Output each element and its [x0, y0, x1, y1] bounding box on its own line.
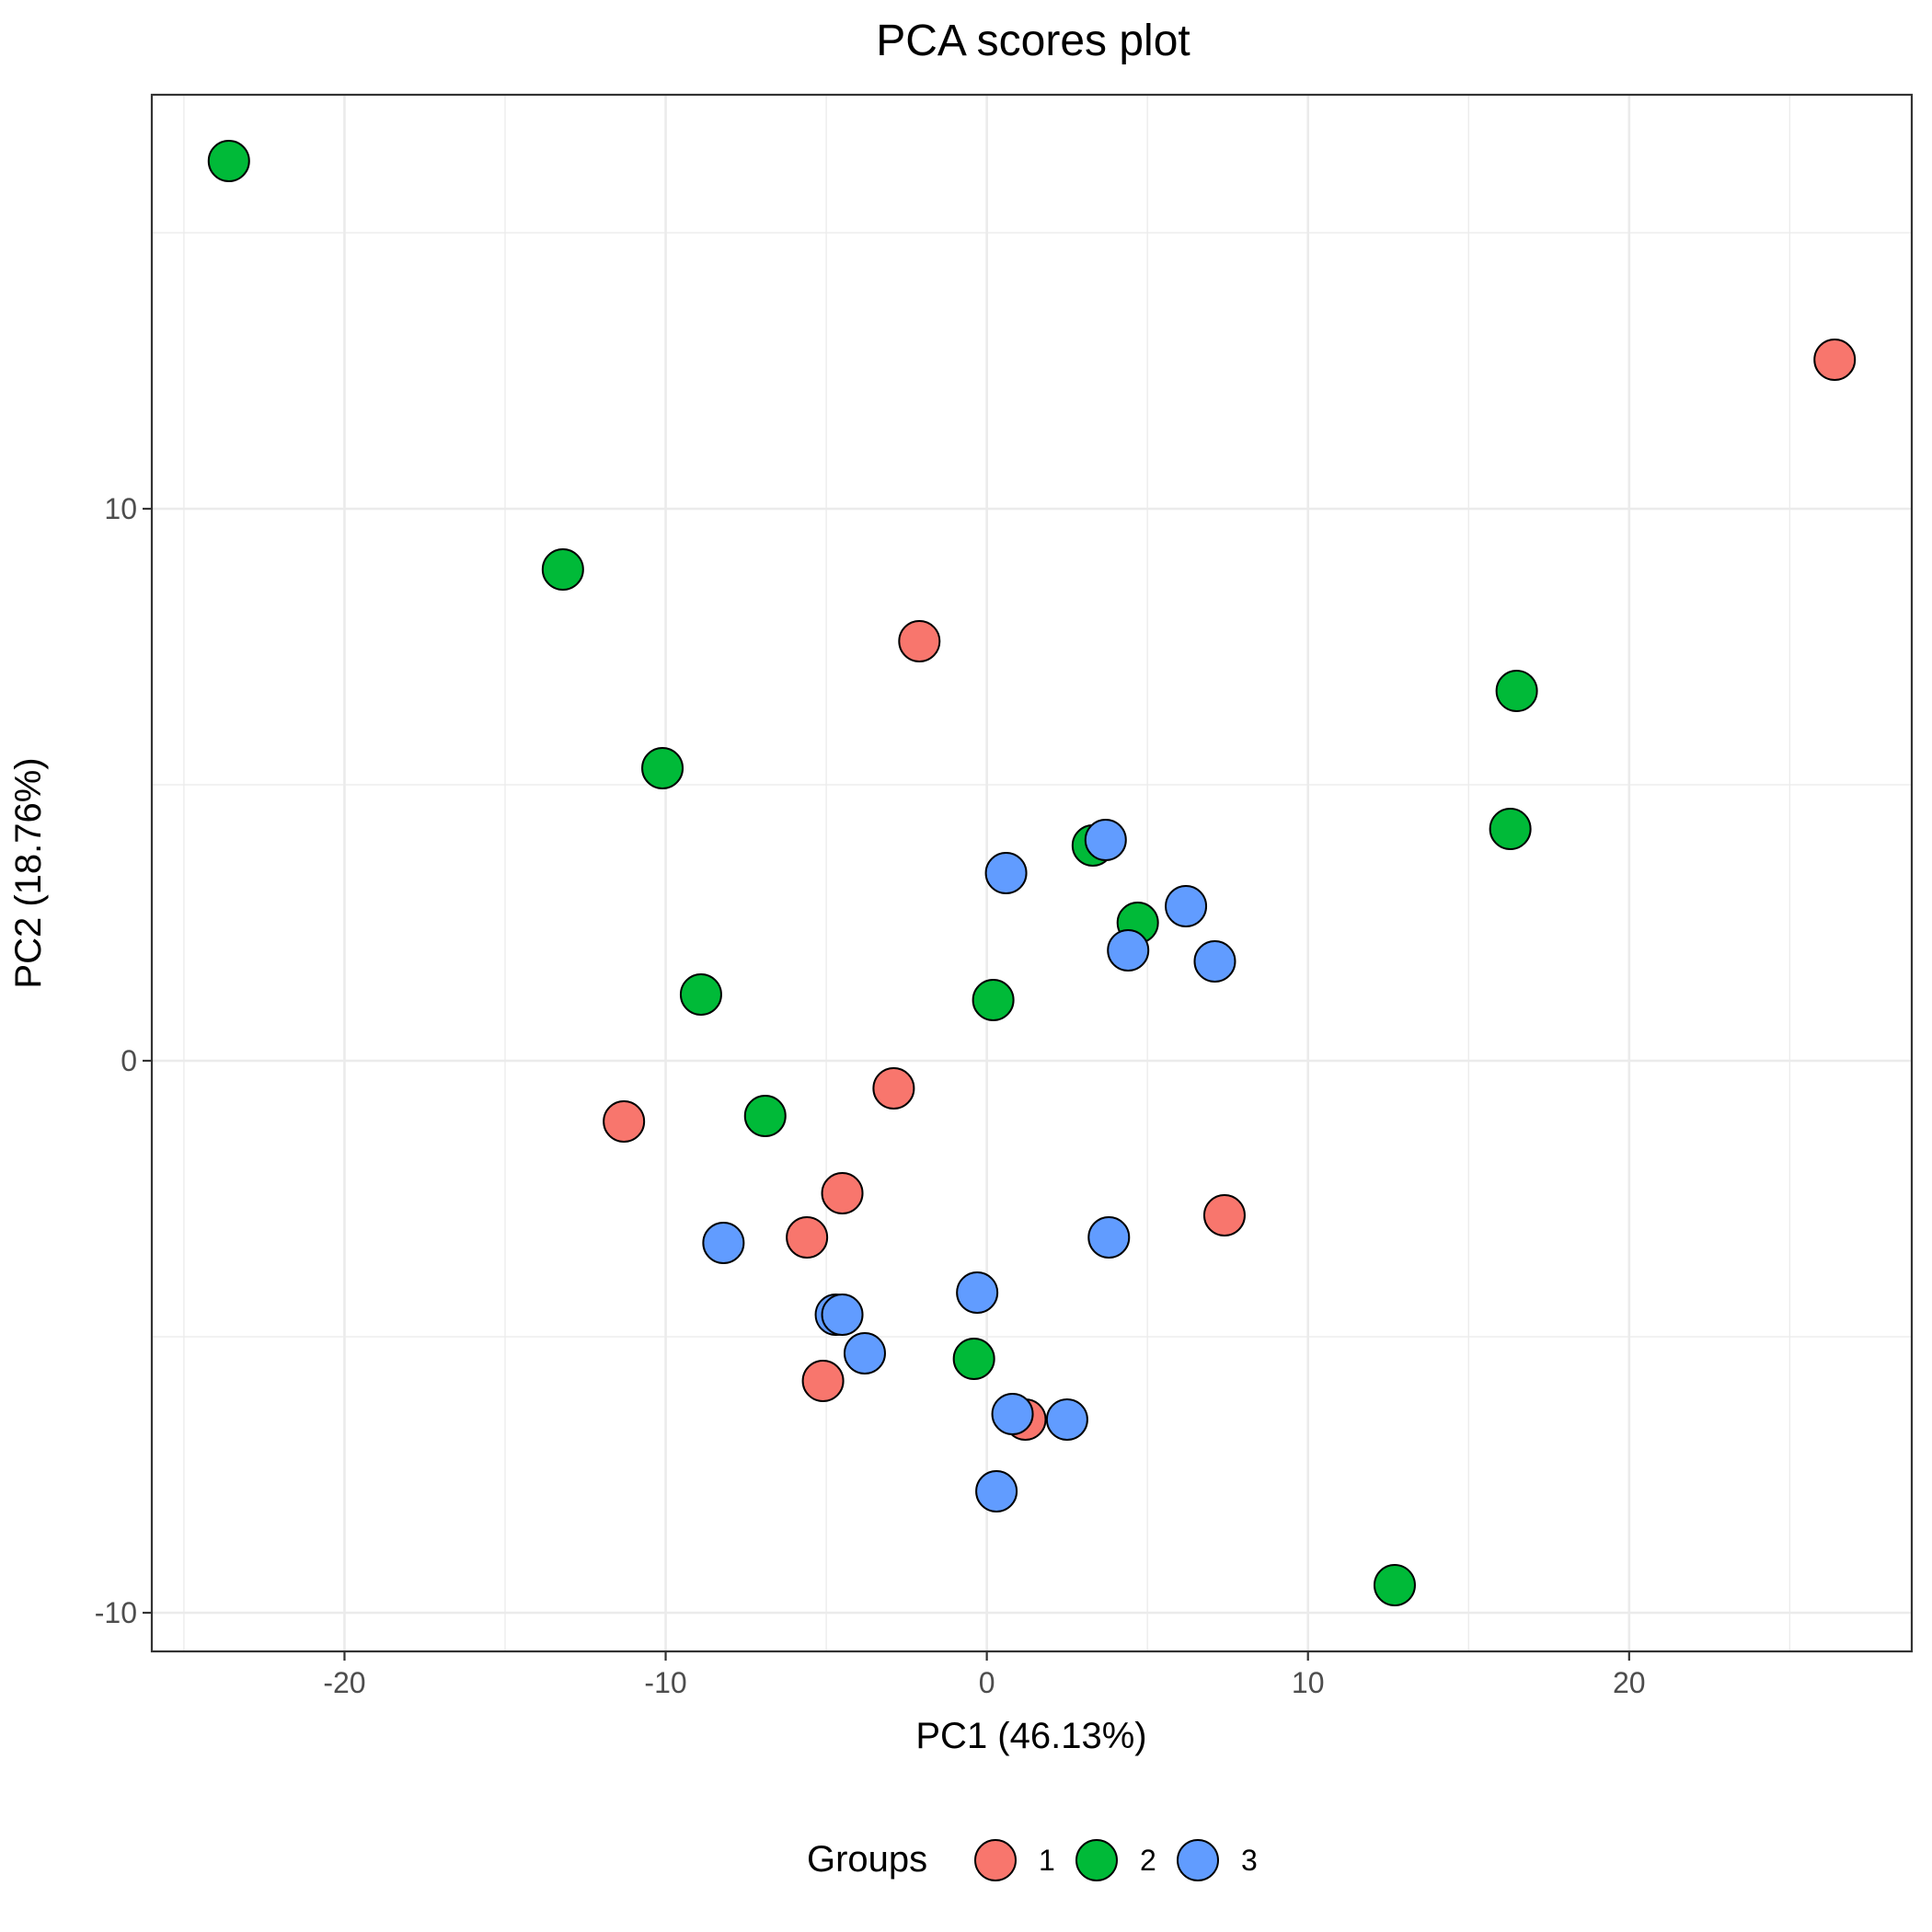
data-point-group-3	[1107, 929, 1150, 972]
data-point-group-3	[1087, 1216, 1131, 1259]
data-point-group-2	[743, 1095, 787, 1137]
legend-title: Groups	[807, 1839, 927, 1880]
x-tick-label: 10	[1292, 1666, 1325, 1699]
data-point-group-1	[801, 1360, 845, 1402]
data-point-group-2	[641, 747, 684, 789]
legend-key-1	[974, 1839, 1017, 1881]
data-point-group-2	[207, 140, 250, 182]
data-point-group-3	[821, 1294, 864, 1336]
data-point-group-3	[1084, 819, 1127, 861]
data-point-group-3	[1165, 885, 1208, 927]
data-point-group-2	[1373, 1564, 1416, 1606]
data-point-group-2	[952, 1338, 995, 1380]
chart-title: PCA scores plot	[876, 17, 1190, 65]
legend-label-2: 2	[1140, 1844, 1156, 1877]
x-axis: -20 -10 0 10 20	[323, 1651, 1646, 1699]
data-point-group-2	[679, 973, 722, 1016]
data-point-group-1	[603, 1100, 646, 1143]
data-point-group-2	[972, 979, 1015, 1021]
x-tick-label: -20	[323, 1666, 365, 1699]
data-point-group-1	[1813, 339, 1857, 381]
y-tick-label: 0	[121, 1044, 137, 1077]
data-point-group-1	[821, 1172, 864, 1214]
x-tick-label: 20	[1613, 1666, 1646, 1699]
panel-background	[152, 95, 1912, 1651]
data-point-group-1	[898, 620, 941, 662]
legend-key-2	[1075, 1839, 1118, 1881]
panel-border	[150, 93, 1914, 1653]
data-point-group-1	[1202, 1194, 1246, 1236]
legend-label-1: 1	[1039, 1844, 1055, 1877]
y-axis: -10 0 10	[95, 492, 152, 1629]
data-point-group-3	[984, 852, 1028, 894]
x-tick-label: 0	[979, 1666, 995, 1699]
y-axis-title: PC2 (18.76%)	[8, 757, 49, 988]
data-point-group-3	[975, 1470, 1018, 1512]
data-point-group-3	[991, 1393, 1034, 1435]
x-axis-title: PC1 (46.13%)	[915, 1716, 1146, 1756]
data-points	[207, 140, 1857, 1606]
data-point-group-2	[541, 548, 584, 591]
data-point-group-3	[956, 1271, 999, 1314]
data-point-group-3	[702, 1222, 745, 1264]
legend-key-3	[1177, 1839, 1219, 1881]
data-point-group-3	[1193, 940, 1236, 983]
legend-label-3: 3	[1241, 1844, 1258, 1877]
legend: Groups 1 2 3	[807, 1839, 1258, 1881]
data-point-group-1	[872, 1067, 915, 1110]
plot-area	[150, 93, 1914, 1653]
data-point-group-3	[843, 1332, 886, 1374]
y-tick-label: -10	[95, 1596, 137, 1629]
data-point-group-2	[1489, 808, 1532, 850]
minor-gridlines	[152, 95, 1912, 1651]
x-tick-label: -10	[644, 1666, 686, 1699]
data-point-group-3	[1045, 1398, 1088, 1441]
data-point-group-1	[786, 1216, 829, 1259]
data-point-group-2	[1495, 670, 1538, 712]
y-tick-label: 10	[104, 492, 137, 525]
legend-items: 1 2 3	[974, 1839, 1258, 1881]
